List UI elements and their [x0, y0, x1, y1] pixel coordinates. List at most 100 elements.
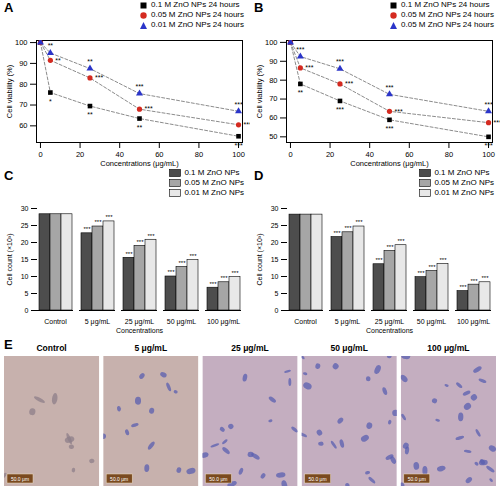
svg-text:25: 25: [21, 222, 29, 229]
svg-text:80: 80: [445, 150, 453, 159]
svg-text:Cell viability (%): Cell viability (%): [5, 64, 14, 118]
svg-text:20: 20: [76, 150, 84, 159]
svg-text:**: **: [87, 58, 93, 65]
svg-text:100: 100: [232, 150, 245, 159]
svg-text:***: ***: [125, 251, 133, 257]
svg-text:***: ***: [470, 278, 478, 284]
svg-text:***: ***: [105, 214, 113, 220]
svg-text:100 μg/mL: 100 μg/mL: [457, 318, 490, 326]
svg-text:100: 100: [15, 38, 28, 47]
svg-text:100: 100: [482, 150, 495, 159]
svg-text:***: ***: [439, 257, 447, 263]
svg-text:0: 0: [25, 307, 29, 314]
svg-text:Control: Control: [294, 318, 317, 325]
svg-text:***: ***: [481, 275, 489, 281]
svg-text:***: ***: [385, 125, 393, 132]
svg-text:***: ***: [178, 260, 186, 266]
svg-text:***: ***: [296, 46, 304, 53]
svg-text:70: 70: [269, 94, 277, 103]
svg-text:***: ***: [220, 275, 228, 281]
svg-text:***: ***: [375, 257, 383, 263]
svg-text:60: 60: [155, 150, 163, 159]
svg-text:90: 90: [19, 59, 27, 68]
svg-text:Concentrations (μg/mL): Concentrations (μg/mL): [350, 159, 429, 168]
svg-text:***: ***: [83, 226, 91, 232]
svg-text:Control: Control: [44, 318, 67, 325]
svg-text:10: 10: [271, 273, 279, 280]
svg-text:***: ***: [428, 264, 436, 270]
svg-text:***: ***: [484, 101, 492, 108]
svg-text:***: ***: [345, 80, 353, 87]
svg-text:100 μg/mL: 100 μg/mL: [427, 343, 469, 353]
svg-text:50 μg/mL: 50 μg/mL: [331, 343, 368, 353]
svg-text:*: *: [49, 98, 52, 105]
svg-text:60: 60: [405, 150, 413, 159]
svg-text:50.0 μm: 50.0 μm: [309, 476, 327, 482]
svg-text:50 μg/mL: 50 μg/mL: [167, 318, 196, 326]
svg-text:5: 5: [275, 290, 279, 297]
svg-text:60: 60: [269, 113, 277, 122]
svg-text:70: 70: [19, 100, 27, 109]
svg-text:30: 30: [271, 205, 279, 212]
svg-text:***: ***: [136, 239, 144, 245]
svg-text:***: ***: [459, 284, 467, 290]
svg-text:40: 40: [366, 150, 374, 159]
svg-text:***: ***: [231, 270, 239, 276]
svg-text:20: 20: [271, 239, 279, 246]
svg-text:***: ***: [145, 105, 153, 112]
svg-text:***: ***: [344, 225, 352, 231]
svg-text:***: ***: [209, 281, 217, 287]
svg-text:100 μg/mL: 100 μg/mL: [207, 318, 240, 326]
svg-text:Cell viability (%): Cell viability (%): [255, 64, 264, 118]
svg-text:***: ***: [234, 141, 242, 148]
svg-text:***: ***: [484, 142, 492, 149]
svg-text:100: 100: [265, 38, 278, 47]
svg-text:***: ***: [355, 219, 363, 225]
svg-text:***: ***: [333, 230, 341, 236]
svg-text:***: ***: [494, 119, 500, 126]
svg-text:90: 90: [269, 57, 277, 66]
svg-text:***: ***: [167, 269, 175, 275]
svg-text:5 μg/mL: 5 μg/mL: [135, 343, 168, 353]
svg-text:30: 30: [21, 205, 29, 212]
svg-text:0: 0: [288, 150, 292, 159]
svg-text:0: 0: [38, 150, 42, 159]
svg-text:E: E: [4, 337, 13, 352]
svg-text:20: 20: [21, 239, 29, 246]
svg-text:Concentrations: Concentrations: [116, 327, 164, 334]
svg-text:0: 0: [275, 307, 279, 314]
svg-text:80: 80: [19, 80, 27, 89]
svg-text:**: **: [48, 42, 54, 49]
svg-text:***: ***: [135, 83, 143, 90]
svg-text:Concentrations: Concentrations: [366, 327, 414, 334]
svg-text:***: ***: [386, 244, 394, 250]
svg-text:***: ***: [234, 101, 242, 108]
svg-text:***: ***: [336, 58, 344, 65]
svg-text:Cell count (×10³): Cell count (×10³): [6, 234, 14, 286]
svg-text:Control: Control: [36, 343, 66, 353]
svg-text:***: ***: [397, 238, 405, 244]
svg-text:***: ***: [417, 270, 425, 276]
svg-text:20: 20: [326, 150, 334, 159]
svg-text:***: ***: [94, 219, 102, 225]
svg-text:5: 5: [25, 290, 29, 297]
svg-text:50: 50: [269, 132, 277, 141]
svg-text:**: **: [55, 57, 61, 64]
svg-text:5 μg/mL: 5 μg/mL: [85, 318, 111, 326]
svg-text:***: ***: [189, 253, 197, 259]
svg-text:**: **: [87, 111, 93, 118]
svg-text:60: 60: [19, 121, 27, 130]
svg-text:***: ***: [395, 108, 403, 115]
svg-text:***: ***: [336, 106, 344, 113]
svg-text:***: ***: [385, 84, 393, 91]
svg-text:***: ***: [147, 233, 155, 239]
svg-text:15: 15: [21, 256, 29, 263]
svg-text:50.0 μm: 50.0 μm: [408, 476, 426, 482]
svg-text:***: ***: [305, 64, 313, 71]
svg-text:50.0 μm: 50.0 μm: [209, 476, 227, 482]
svg-text:Cell count (×10³): Cell count (×10³): [256, 234, 264, 286]
svg-text:5 μg/mL: 5 μg/mL: [335, 318, 361, 326]
svg-text:50.0 μm: 50.0 μm: [11, 476, 29, 482]
svg-text:80: 80: [195, 150, 203, 159]
svg-text:50.0 μm: 50.0 μm: [110, 476, 128, 482]
